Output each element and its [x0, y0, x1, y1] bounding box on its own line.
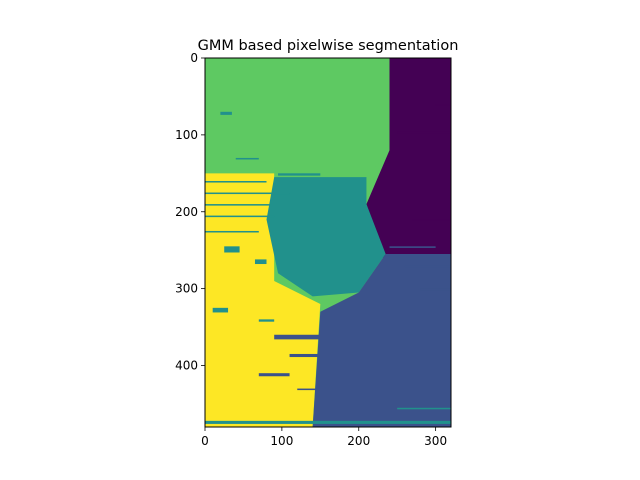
segment-streak [397, 131, 451, 134]
segment-streak [205, 215, 275, 218]
segment-streak [254, 259, 267, 265]
x-tick-label: 300 [424, 434, 447, 448]
segment-streak [404, 265, 451, 268]
x-tick-label: 0 [201, 434, 209, 448]
segment-streak [205, 230, 259, 233]
segment-streak [235, 157, 259, 160]
x-tick-label: 200 [347, 434, 370, 448]
y-axis: 0 100 200 300 400 [175, 51, 205, 373]
segment-streak [205, 181, 267, 183]
region-cluster_3 [205, 58, 390, 178]
segment-streak [397, 407, 451, 410]
region-cluster_2 [266, 177, 386, 297]
segment-streak [435, 104, 451, 106]
x-tick-label: 100 [270, 434, 293, 448]
segment-streak [212, 307, 229, 313]
y-tick-label: 0 [190, 51, 198, 65]
region-cluster_0 [366, 58, 451, 258]
y-tick-label: 100 [175, 128, 198, 142]
x-axis: 0 100 200 300 [201, 427, 447, 448]
segment-streak [258, 319, 275, 322]
segment-streak [289, 353, 321, 358]
segmentation-regions [205, 58, 451, 427]
y-tick-label: 300 [175, 282, 198, 296]
segment-streak [258, 373, 290, 377]
region-cluster_1 [312, 254, 451, 427]
segment-streak [205, 420, 451, 424]
segment-streak [224, 246, 240, 253]
plot-frame [204, 57, 452, 428]
segmentation-streaks [205, 104, 451, 424]
segment-streak [220, 111, 232, 115]
segment-streak [274, 334, 321, 340]
segment-streak [205, 192, 290, 195]
y-tick-label: 400 [175, 359, 198, 373]
segment-streak [297, 388, 321, 391]
segment-streak [278, 173, 321, 176]
region-cluster_4 [205, 173, 321, 427]
plot-area [205, 58, 451, 427]
segment-streak [389, 246, 436, 248]
segment-streak [420, 288, 451, 291]
segment-streak [205, 204, 271, 206]
segment-streak [412, 219, 451, 221]
chart-title: GMM based pixelwise segmentation [198, 38, 459, 54]
y-tick-label: 200 [175, 205, 198, 219]
